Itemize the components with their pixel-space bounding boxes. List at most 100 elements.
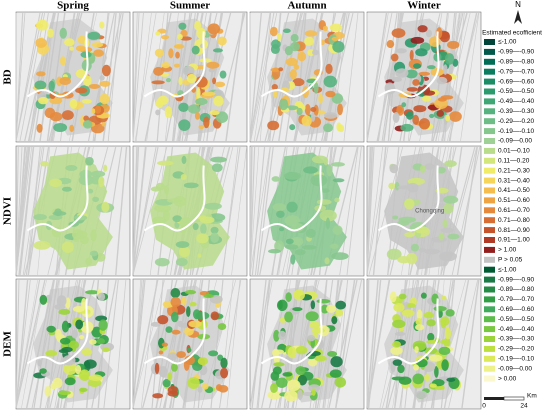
coefficient-patch [212, 48, 223, 53]
coefficient-patch [270, 383, 278, 394]
coefficient-patch [290, 254, 296, 265]
coefficient-patch [397, 364, 405, 374]
coefficient-patch [170, 311, 179, 323]
legend-label: 0.11—0.20 [498, 158, 530, 165]
coefficient-patch [443, 195, 459, 204]
coefficient-patch [427, 65, 436, 70]
coefficient-patch [304, 104, 311, 116]
coefficient-patch [78, 335, 85, 340]
coefficient-patch [390, 53, 399, 62]
coefficient-patch [186, 347, 192, 353]
coefficient-patch [428, 36, 441, 47]
coefficient-patch [395, 68, 409, 78]
legend-swatch [484, 355, 495, 362]
coefficient-patch [316, 298, 331, 304]
coefficient-patch [439, 251, 457, 262]
coefficient-patch [60, 56, 67, 66]
column-header: Winter [407, 0, 441, 12]
coefficient-patch [154, 48, 164, 58]
legend-label: -0.79—-0.70 [498, 296, 535, 303]
relief-line [366, 12, 388, 142]
coefficient-patch [414, 324, 425, 331]
legend-swatch [484, 39, 495, 45]
legend-swatch [484, 138, 495, 144]
coefficient-patch [438, 194, 444, 203]
coefficient-patch [310, 174, 328, 187]
river [377, 31, 440, 98]
row-label: BD [2, 69, 14, 84]
legend-swatch [484, 197, 495, 204]
relief-line [249, 146, 271, 276]
coefficient-patch [188, 320, 202, 328]
legend-label: 0.51—0.60 [498, 197, 530, 204]
coefficient-patch [397, 185, 414, 190]
coefficient-patch [304, 30, 318, 37]
coefficient-patch [155, 109, 161, 116]
coefficient-patch [440, 227, 455, 233]
coefficient-patch [394, 181, 400, 191]
coefficient-patch [36, 19, 49, 31]
relief-line [254, 146, 271, 276]
map-panel [366, 278, 482, 410]
coefficient-patch [202, 104, 207, 110]
river [377, 298, 440, 365]
coefficient-patch [285, 57, 298, 67]
coefficient-patch [58, 308, 71, 315]
coefficient-patch [199, 216, 215, 224]
city-label: Chongqing [415, 209, 444, 215]
coefficient-patch [155, 182, 165, 191]
coefficient-patch [195, 76, 208, 88]
coefficient-patch [325, 63, 333, 74]
coefficient-patch [175, 241, 190, 248]
coefficient-patch [178, 22, 187, 30]
coefficient-patch [393, 302, 405, 313]
coefficient-patch [444, 53, 455, 65]
map-panel: Chongqing [366, 145, 482, 277]
coefficient-patch [331, 252, 349, 260]
river [26, 31, 89, 98]
relief-line [225, 12, 245, 142]
coefficient-patch [162, 379, 171, 388]
relief-line [107, 12, 121, 142]
coefficient-patch [426, 319, 436, 327]
legend-swatch [484, 256, 495, 263]
coefficient-patch [85, 290, 99, 295]
coefficient-patch [269, 26, 278, 37]
coefficient-patch [61, 320, 70, 333]
coefficient-patch [167, 385, 178, 395]
coefficient-patch [81, 297, 87, 309]
relief-line [15, 146, 19, 276]
relief-line [15, 12, 44, 142]
legend-swatch [484, 177, 495, 184]
coefficient-patch [415, 229, 428, 234]
coefficient-patch [72, 229, 84, 240]
relief-line [22, 146, 43, 276]
coefficient-patch [335, 300, 347, 310]
coefficient-patch [81, 98, 92, 104]
coefficient-patch [101, 64, 111, 77]
legend-swatch [484, 365, 495, 372]
coefficient-patch [164, 106, 173, 119]
coefficient-patch [413, 364, 419, 371]
coefficient-patch [323, 75, 337, 88]
legend-label: -0.29—-0.20 [498, 346, 535, 353]
coefficient-patch [96, 338, 105, 345]
coefficient-patch [449, 111, 462, 122]
coefficient-patch [178, 76, 183, 86]
coefficient-patch [63, 363, 78, 375]
coefficient-patch [414, 346, 419, 354]
coefficient-patch [417, 25, 428, 33]
legend-label: -0.19—-0.10 [498, 356, 535, 363]
coefficient-patch [389, 164, 399, 174]
coefficient-patch [45, 350, 58, 357]
legend-swatch [484, 118, 495, 125]
coefficient-patch [72, 306, 85, 313]
coefficient-patch [213, 95, 224, 107]
legend-swatch [484, 276, 495, 283]
coefficient-patch [386, 248, 402, 260]
river [143, 298, 206, 365]
map-panel [132, 11, 248, 143]
legend-label: P > 0.05 [498, 257, 523, 264]
coefficient-patch [310, 300, 316, 310]
